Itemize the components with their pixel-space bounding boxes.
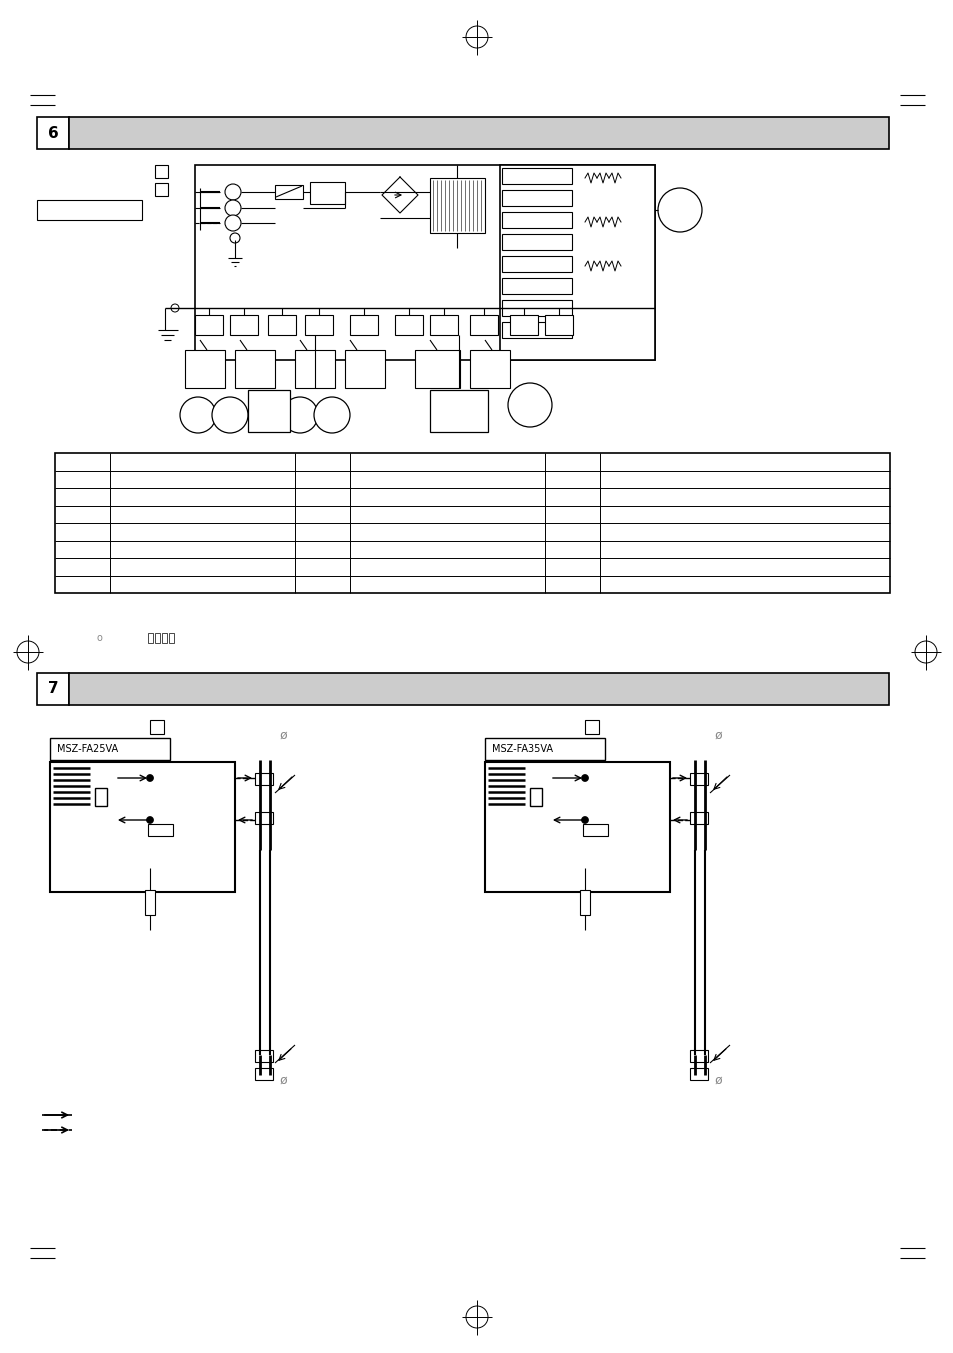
Bar xyxy=(268,315,295,336)
Bar xyxy=(305,315,333,336)
Bar xyxy=(499,165,655,360)
Bar xyxy=(148,824,172,836)
Bar xyxy=(37,116,69,149)
Circle shape xyxy=(212,396,248,433)
Bar xyxy=(254,773,273,785)
Text: ø: ø xyxy=(279,728,287,741)
Bar xyxy=(55,453,889,593)
Bar xyxy=(501,212,572,229)
Text: 7: 7 xyxy=(48,682,58,697)
Circle shape xyxy=(225,215,241,231)
Bar xyxy=(69,672,888,705)
Text: MSZ-FA35VA: MSZ-FA35VA xyxy=(492,744,553,754)
Bar xyxy=(501,189,572,206)
Bar xyxy=(248,390,290,432)
Bar xyxy=(430,179,484,233)
Bar xyxy=(689,1050,707,1062)
Bar xyxy=(689,773,707,785)
Circle shape xyxy=(180,396,215,433)
Bar xyxy=(530,787,541,806)
Bar xyxy=(310,183,345,204)
Bar xyxy=(37,200,142,221)
Bar xyxy=(395,315,422,336)
Circle shape xyxy=(230,233,240,244)
Bar xyxy=(274,185,303,199)
Circle shape xyxy=(282,396,317,433)
Bar xyxy=(150,720,164,733)
Bar xyxy=(350,315,377,336)
Text: ø: ø xyxy=(714,728,721,741)
Bar xyxy=(501,256,572,272)
Circle shape xyxy=(147,774,153,782)
Text: o: o xyxy=(97,633,103,643)
Circle shape xyxy=(507,383,552,428)
Bar xyxy=(50,762,234,892)
Bar xyxy=(501,234,572,250)
Bar xyxy=(154,165,168,179)
Text: 6: 6 xyxy=(48,126,58,141)
Text: ø: ø xyxy=(714,1073,721,1086)
Bar xyxy=(501,322,572,338)
Bar xyxy=(234,350,274,388)
Bar xyxy=(510,315,537,336)
Bar xyxy=(689,812,707,824)
Bar xyxy=(484,737,604,760)
Bar xyxy=(148,633,152,643)
Bar xyxy=(415,350,459,388)
Bar xyxy=(37,672,69,705)
Bar xyxy=(501,168,572,184)
Circle shape xyxy=(581,816,588,824)
Bar xyxy=(582,824,607,836)
Bar xyxy=(154,633,160,643)
Bar xyxy=(69,116,888,149)
Text: MSZ-FA25VA: MSZ-FA25VA xyxy=(57,744,118,754)
Bar xyxy=(689,1068,707,1080)
Bar xyxy=(345,350,385,388)
Bar xyxy=(294,350,335,388)
Circle shape xyxy=(658,188,701,231)
Text: ø: ø xyxy=(279,1073,287,1086)
Circle shape xyxy=(225,184,241,200)
Bar xyxy=(145,890,154,915)
Bar xyxy=(484,762,669,892)
Bar xyxy=(154,183,168,196)
Bar xyxy=(501,277,572,294)
Circle shape xyxy=(581,774,588,782)
Bar xyxy=(230,315,257,336)
Bar xyxy=(169,633,173,643)
Bar xyxy=(194,315,223,336)
Bar xyxy=(470,315,497,336)
Bar xyxy=(544,315,573,336)
Bar xyxy=(185,350,225,388)
Bar xyxy=(254,1068,273,1080)
Circle shape xyxy=(147,816,153,824)
Bar xyxy=(430,315,457,336)
Bar xyxy=(95,787,107,806)
Bar xyxy=(579,890,589,915)
Circle shape xyxy=(314,396,350,433)
Bar xyxy=(584,720,598,733)
Bar xyxy=(501,300,572,317)
Bar xyxy=(470,350,510,388)
Bar xyxy=(194,165,655,360)
Bar xyxy=(50,737,170,760)
Circle shape xyxy=(171,304,179,313)
Circle shape xyxy=(225,200,241,216)
Bar xyxy=(254,1050,273,1062)
Bar xyxy=(430,390,488,432)
Bar xyxy=(162,633,167,643)
Bar xyxy=(254,812,273,824)
